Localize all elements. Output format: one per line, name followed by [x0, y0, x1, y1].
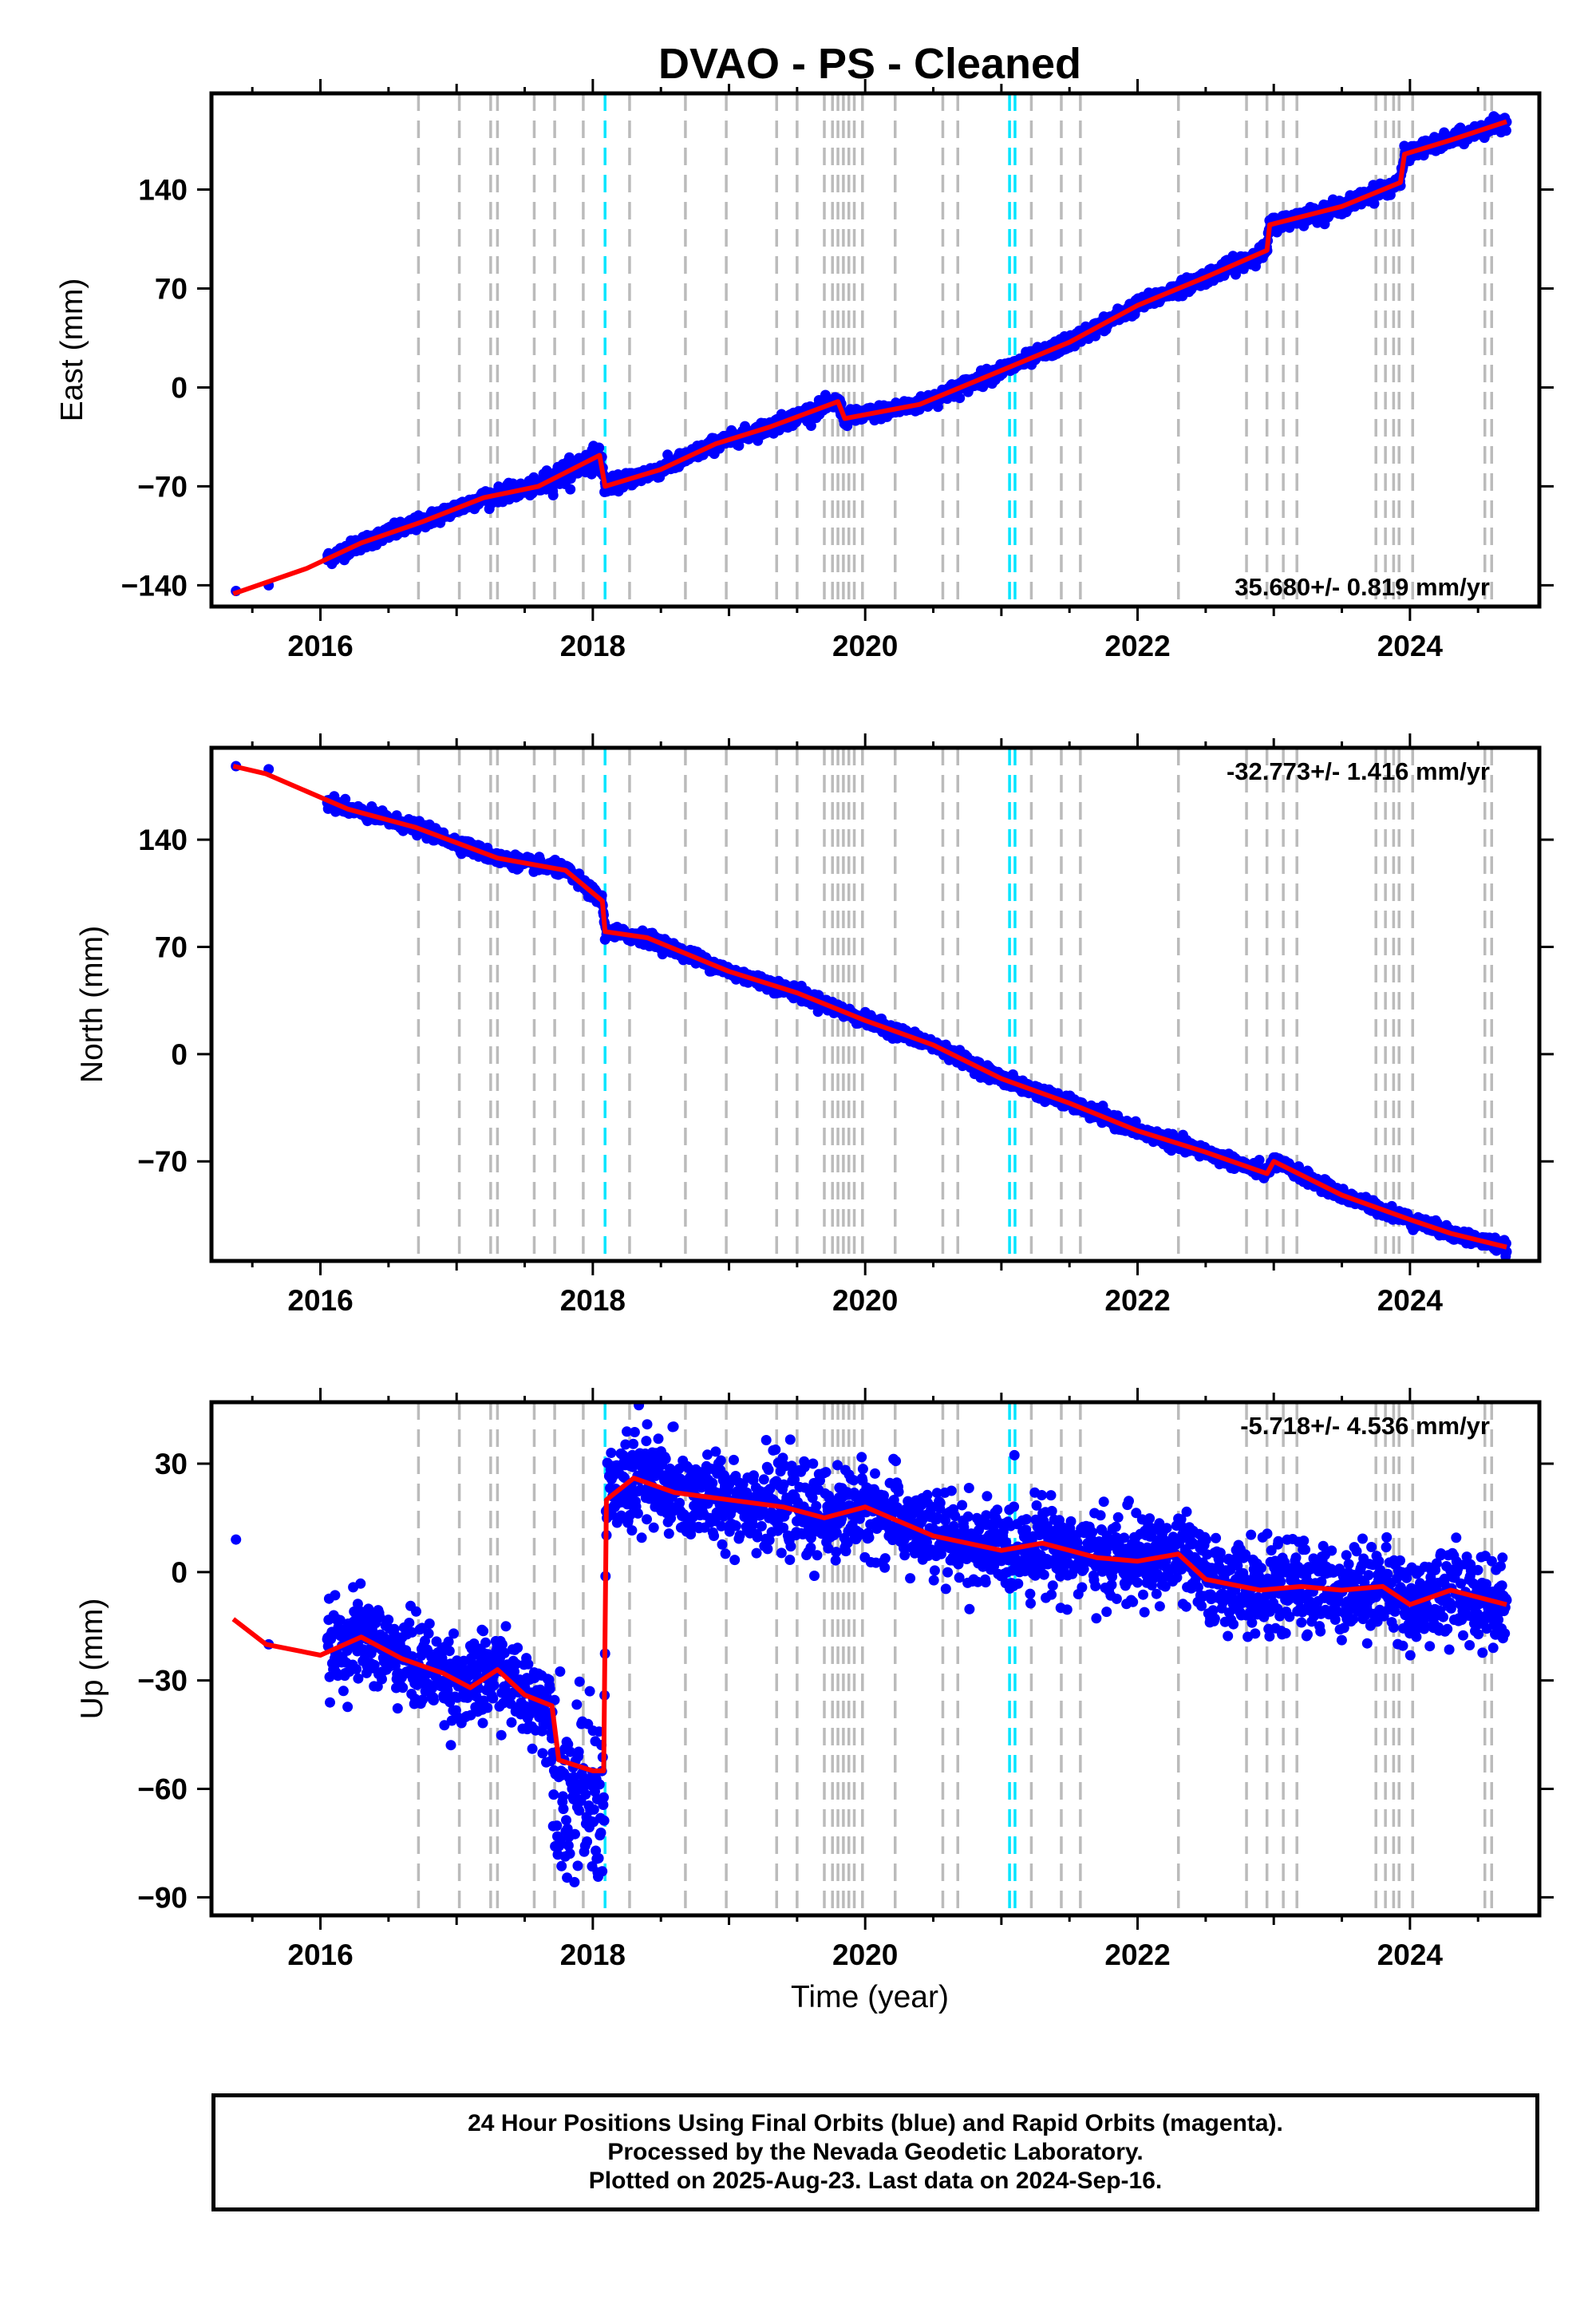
x-tick-label: 2024	[1377, 630, 1444, 662]
east-y-axis-label: East (mm)	[55, 279, 89, 422]
y-tick-label: 140	[138, 173, 188, 206]
x-tick-label: 2020	[832, 630, 898, 662]
data-point	[1130, 1116, 1141, 1127]
east-rate-label: 35.680+/- 0.819 mm/yr	[1235, 573, 1490, 601]
east-panel: 2016 2018 2020 2022 2024 −140 −70 0 70 140 East (m…	[55, 79, 1554, 662]
data-point	[547, 490, 559, 500]
data-point	[954, 393, 966, 404]
east-model-line	[232, 119, 1507, 596]
x-tick-label: 2018	[560, 630, 626, 662]
x-tick-label: 2016	[287, 630, 353, 662]
x-tick-label: 2022	[1104, 630, 1170, 662]
y-tick-label: −70	[137, 470, 188, 503]
data-point	[805, 421, 816, 431]
panels: 2016 2018 2020 2022 2024 −140 −70 0 70 140 East (m…	[55, 79, 1554, 1971]
north-plot-area	[231, 748, 1512, 1261]
y-tick-label: 70	[155, 272, 188, 305]
data-point	[594, 442, 605, 453]
data-point	[1500, 125, 1511, 136]
east-plot-area	[231, 93, 1512, 607]
y-tick-label: 0	[171, 371, 188, 404]
y-tick-label: −140	[121, 569, 188, 602]
data-point	[565, 484, 576, 495]
chart-title: DVAO - PS - Cleaned	[658, 40, 1081, 88]
east-frame	[209, 91, 1542, 609]
data-point	[1254, 1155, 1265, 1165]
